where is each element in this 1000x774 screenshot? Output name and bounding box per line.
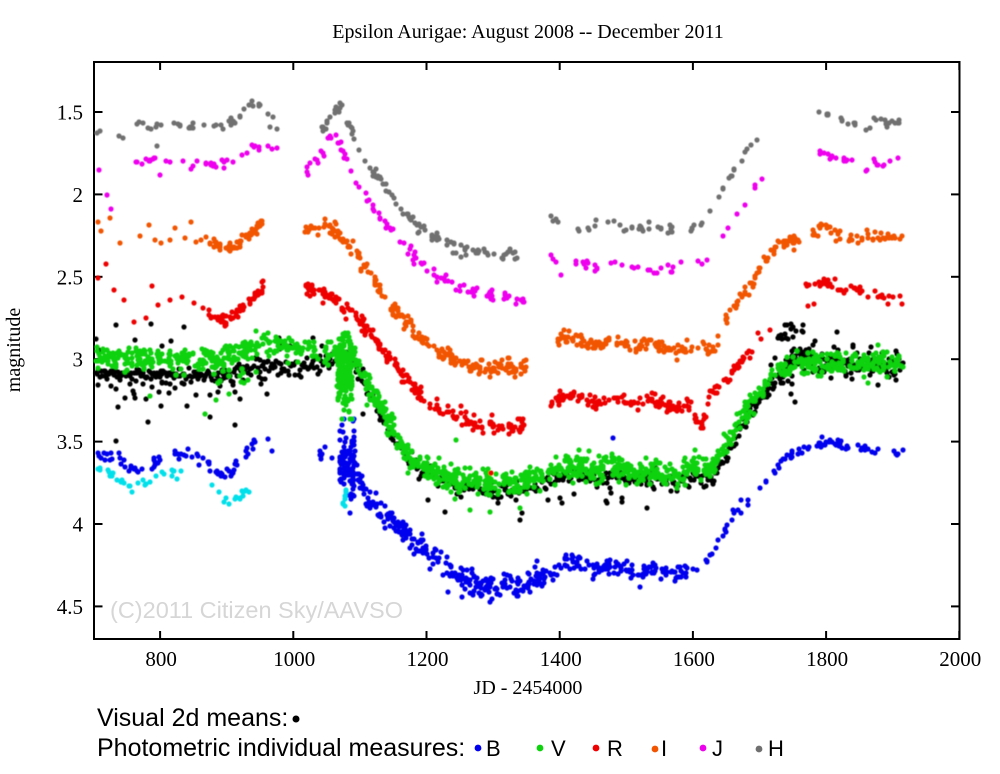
svg-text:2: 2: [73, 183, 84, 207]
svg-text:V: V: [551, 736, 566, 761]
svg-text:2000: 2000: [939, 647, 981, 671]
svg-text:B: B: [486, 736, 501, 761]
svg-text:1600: 1600: [673, 647, 715, 671]
svg-text:4: 4: [73, 513, 84, 537]
svg-text:R: R: [607, 736, 623, 761]
svg-text:1000: 1000: [273, 647, 315, 671]
svg-text:Epsilon Aurigae: August 2008 -: Epsilon Aurigae: August 2008 -- December…: [332, 21, 723, 43]
svg-text:1.5: 1.5: [57, 101, 83, 125]
svg-text:1800: 1800: [806, 647, 848, 671]
svg-text:800: 800: [145, 647, 177, 671]
svg-text:3.5: 3.5: [57, 430, 83, 454]
svg-text:I: I: [661, 736, 667, 761]
svg-text:4.5: 4.5: [57, 595, 83, 619]
svg-text:J: J: [712, 736, 723, 761]
svg-text:1400: 1400: [540, 647, 582, 671]
svg-text:3: 3: [73, 348, 84, 372]
svg-text:JD - 2454000: JD - 2454000: [474, 677, 583, 699]
svg-text:magnitude: magnitude: [3, 308, 25, 393]
svg-text:Photometric individual measure: Photometric individual measures:: [97, 734, 465, 762]
svg-text:H: H: [768, 736, 784, 761]
svg-text:2.5: 2.5: [57, 265, 83, 289]
svg-text:1200: 1200: [407, 647, 449, 671]
svg-text:Visual 2d means:: Visual 2d means:: [97, 704, 288, 732]
svg-text:(C)2011 Citizen Sky/AAVSO: (C)2011 Citizen Sky/AAVSO: [110, 597, 403, 623]
